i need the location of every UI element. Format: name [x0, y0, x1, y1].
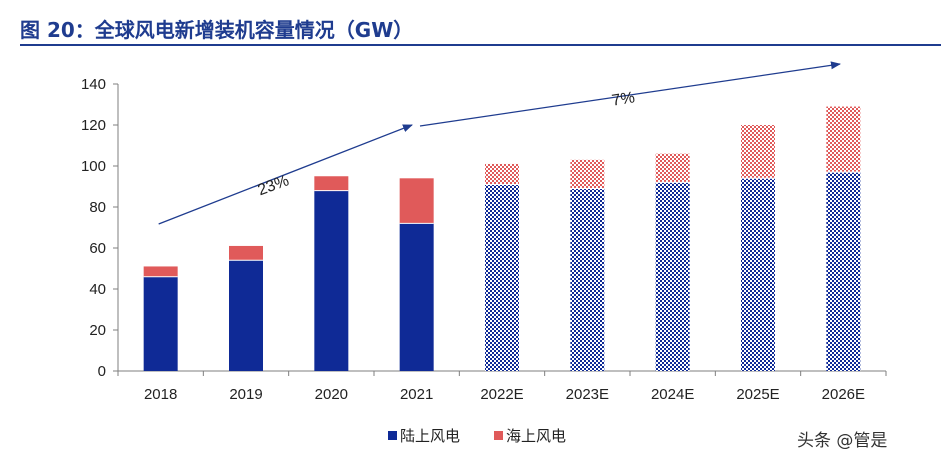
- x-tick-label: 2019: [229, 386, 262, 403]
- bar-offshore-2025E: [741, 125, 775, 179]
- y-tick-label: 120: [81, 117, 106, 134]
- y-tick-label: 100: [81, 158, 106, 175]
- x-tick-label: 2021: [400, 386, 433, 403]
- x-tick-label: 2020: [315, 386, 348, 403]
- growth-label-7pct: 7%: [611, 89, 636, 109]
- y-tick-label: 0: [98, 363, 106, 380]
- legend-label: 海上风电: [506, 427, 566, 445]
- bar-offshore-2022E: [485, 163, 519, 185]
- x-tick-label: 2024E: [651, 386, 694, 403]
- growth-arrow-2021-2026: [419, 61, 841, 127]
- bar-onshore-2020: [314, 190, 349, 371]
- bar-onshore-2022E: [485, 184, 519, 371]
- bar-offshore-2024E: [655, 153, 690, 183]
- bar-onshore-2021: [399, 223, 434, 371]
- y-tick-label: 20: [89, 322, 106, 339]
- growth-arrow-2018-2021: [158, 124, 413, 225]
- bar-onshore-2023E: [570, 188, 605, 371]
- title-divider: [20, 44, 941, 46]
- legend-offshore: 海上风电: [494, 427, 566, 445]
- y-tick-label: 40: [89, 281, 106, 298]
- bar-onshore-2019: [229, 260, 263, 371]
- x-tick-label: 2023E: [566, 386, 609, 403]
- bar-onshore-2025E: [741, 178, 775, 371]
- legend-onshore: 陆上风电: [388, 427, 460, 445]
- legend-label: 陆上风电: [400, 427, 460, 445]
- legend-swatch: [388, 431, 397, 440]
- title-bar: 图 20：全球风电新增装机容量情况（GW）: [20, 14, 941, 50]
- x-tick-label: 2025E: [736, 386, 779, 403]
- bar-offshore-2018: [143, 266, 178, 277]
- y-tick-label: 60: [89, 240, 106, 257]
- growth-label-23pct: 23%: [256, 172, 292, 199]
- page-title: 图 20：全球风电新增装机容量情况（GW）: [20, 18, 414, 42]
- bar-offshore-2023E: [570, 159, 605, 189]
- bar-offshore-2026E: [826, 106, 861, 173]
- watermark: 头条 @管是: [797, 431, 888, 451]
- legend-swatch: [494, 431, 503, 440]
- y-tick-label: 80: [89, 199, 106, 216]
- bar-offshore-2019: [229, 245, 263, 261]
- bar-onshore-2018: [143, 276, 178, 371]
- y-tick-label: 140: [81, 76, 106, 93]
- bar-offshore-2020: [314, 176, 349, 191]
- bar-onshore-2026E: [826, 172, 861, 371]
- bar-offshore-2021: [399, 178, 434, 224]
- x-tick-label: 2026E: [822, 386, 865, 403]
- bar-onshore-2024E: [655, 182, 690, 371]
- x-tick-label: 2022E: [480, 386, 523, 403]
- x-tick-label: 2018: [144, 386, 177, 403]
